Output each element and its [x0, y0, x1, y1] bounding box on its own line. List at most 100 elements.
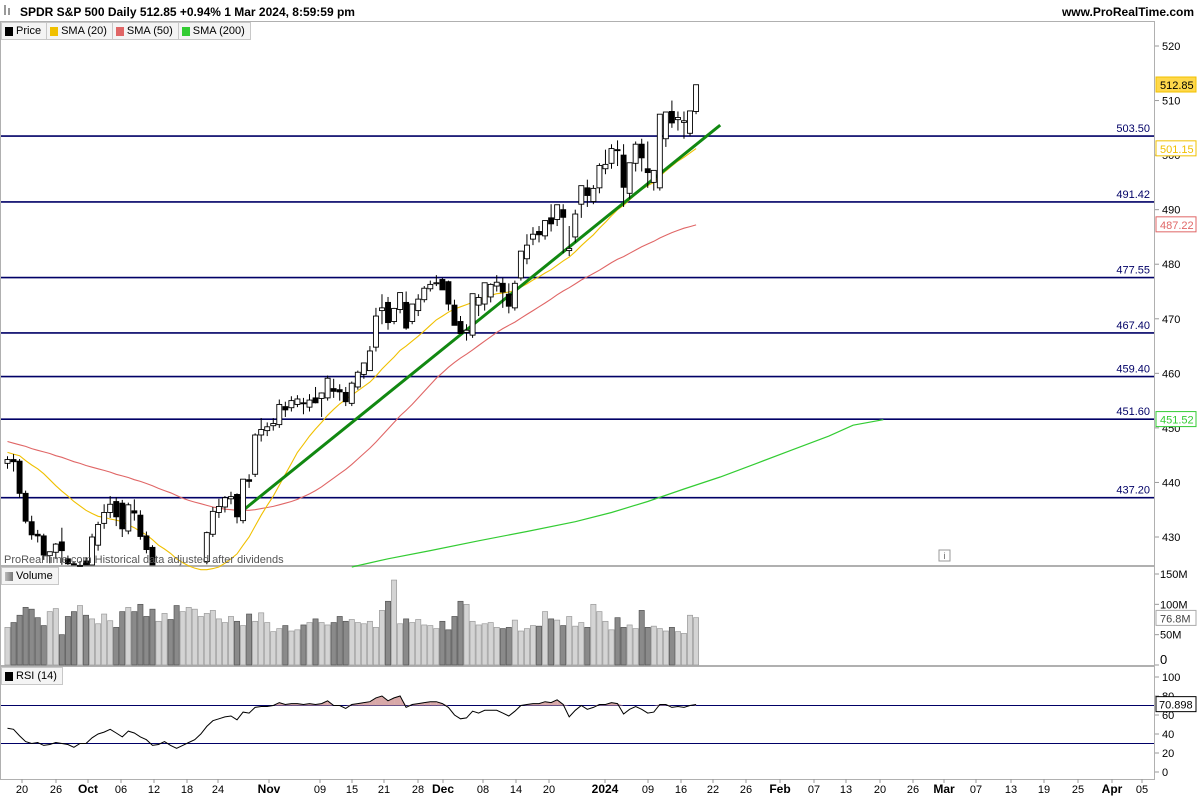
- volume-bar: [282, 625, 289, 666]
- x-tick-label: 25: [1072, 784, 1084, 796]
- legend-sma20-swatch: [50, 26, 59, 36]
- candle-up: [674, 111, 681, 131]
- volume-bar: [161, 613, 168, 666]
- volume-bar: [632, 628, 639, 666]
- candle-up: [554, 204, 561, 227]
- rsi-panel[interactable]: 02040608010070.898: [1, 672, 1197, 779]
- candle-up: [475, 294, 482, 317]
- horizontal-level-label: 459.40: [1116, 364, 1150, 376]
- candle-up: [590, 185, 597, 205]
- candle-body: [445, 281, 452, 305]
- volume-bar: [360, 623, 367, 666]
- current-value-box: [1155, 140, 1197, 157]
- candle-up: [203, 531, 210, 565]
- candle-body: [228, 496, 234, 500]
- legend-sma200[interactable]: SMA (200): [179, 23, 250, 39]
- x-tick-label: 16: [675, 784, 687, 796]
- candle-body: [385, 301, 391, 324]
- candle-body: [234, 493, 240, 518]
- candle-up: [77, 561, 83, 567]
- volume-bar: [203, 613, 210, 666]
- legend-volume[interactable]: Volume: [2, 568, 58, 584]
- candle-up: [228, 491, 234, 505]
- horizontal-level-label: 503.50: [1116, 123, 1150, 135]
- candle-body: [89, 536, 96, 566]
- volume-bar: [385, 600, 391, 666]
- candle-down: [620, 144, 627, 207]
- candle-body: [469, 293, 476, 336]
- candle-up: [523, 234, 530, 265]
- legend-sma20[interactable]: SMA (20): [47, 23, 113, 39]
- volume-panel[interactable]: 0 50M 100M 150M 76.8M: [4, 569, 1197, 667]
- legend-rsi[interactable]: RSI (14): [2, 668, 62, 684]
- candle-down: [638, 138, 645, 172]
- candle-body: [330, 388, 337, 392]
- volume-bar: [167, 619, 174, 666]
- volume-bar: [191, 608, 198, 666]
- volume-bar: [46, 611, 53, 666]
- candle-up: [107, 496, 114, 518]
- volume-bar: [16, 614, 23, 666]
- candle-body: [246, 479, 253, 482]
- current-value-label: 487.22: [1160, 220, 1194, 232]
- candle-down: [536, 226, 542, 243]
- candle-down: [113, 497, 120, 527]
- sma50-line: [7, 224, 697, 511]
- volume-bar: [511, 619, 518, 666]
- volume-bar: [608, 629, 615, 666]
- info-icon[interactable]: i: [938, 549, 951, 562]
- rsi-overbought-fill: [653, 704, 660, 706]
- price-y-tick-label: 470: [1162, 314, 1180, 326]
- candle-up: [46, 551, 53, 564]
- candle-up: [4, 456, 11, 469]
- volume-bar: [536, 625, 542, 666]
- volume-bar: [258, 612, 265, 666]
- volume-bar: [113, 627, 120, 666]
- candle-up: [650, 169, 657, 191]
- candle-body: [656, 113, 663, 189]
- candle-body: [276, 403, 283, 426]
- candle-down: [644, 141, 651, 188]
- candle-body: [632, 143, 639, 164]
- candle-up: [415, 294, 422, 317]
- candle-body: [499, 282, 506, 293]
- volume-current-label: 76.8M: [1160, 613, 1191, 625]
- legend-price[interactable]: Price: [2, 23, 48, 39]
- volume-bar: [10, 622, 17, 666]
- rsi-y-tick-label: 40: [1162, 729, 1174, 741]
- candle-down: [70, 561, 77, 566]
- candle-body: [578, 185, 585, 205]
- x-tick-label: Oct: [78, 782, 98, 796]
- candle-body: [336, 389, 343, 393]
- volume-bar: [433, 628, 440, 666]
- candle-down: [22, 490, 29, 524]
- horizontal-level-label: 491.42: [1116, 189, 1150, 201]
- candle-down: [40, 533, 47, 560]
- candle-body: [487, 283, 494, 298]
- candle-body: [596, 165, 603, 189]
- candle-body: [681, 120, 687, 123]
- volume-bar: [300, 624, 307, 666]
- x-tick-label: 05: [1136, 784, 1148, 796]
- candle-body: [306, 399, 313, 408]
- x-tick-label: 20: [874, 784, 886, 796]
- candle-down: [668, 100, 675, 128]
- x-tick-label: 07: [970, 784, 982, 796]
- candle-up: [264, 422, 271, 437]
- candle-body: [493, 281, 500, 287]
- volume-bar: [523, 628, 530, 666]
- candle-up: [95, 521, 102, 551]
- volume-bar: [173, 605, 180, 666]
- candle-up: [318, 392, 325, 417]
- candle-body: [451, 304, 458, 326]
- chart-window-icon[interactable]: [4, 5, 10, 15]
- legend-sma50[interactable]: SMA (50): [113, 23, 179, 39]
- x-tick-label: 13: [840, 784, 852, 796]
- candle-body: [348, 382, 355, 404]
- price-panel[interactable]: 430440450460470480490500510520503.50491.…: [1, 41, 1197, 571]
- volume-panel-frame: [0, 566, 1155, 666]
- volume-bar: [693, 617, 700, 666]
- volume-bar: [215, 618, 222, 666]
- candle-body: [107, 503, 114, 513]
- candle-body: [252, 434, 259, 475]
